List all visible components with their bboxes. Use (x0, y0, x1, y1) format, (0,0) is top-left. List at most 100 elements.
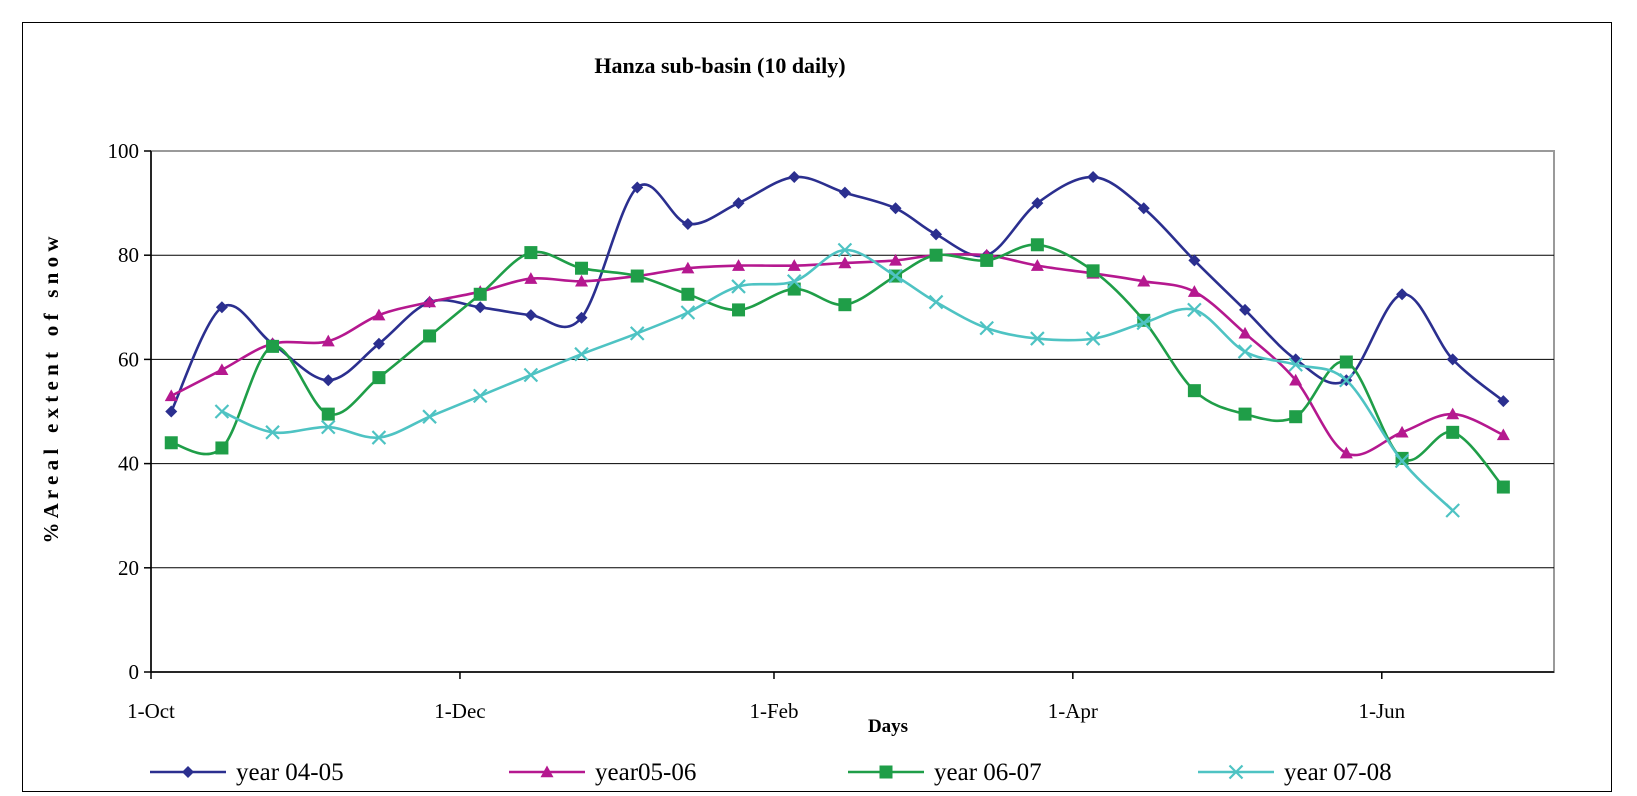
legend-item: year 06-07 (848, 759, 1042, 786)
data-point (423, 329, 437, 343)
data-point (888, 268, 903, 284)
data-point (1030, 331, 1045, 346)
data-point (787, 259, 801, 271)
data-point (322, 374, 335, 387)
y-tick-label: 60 (118, 347, 139, 371)
data-point (1187, 384, 1201, 398)
data-point (1446, 425, 1460, 439)
data-point (838, 256, 852, 269)
data-point (371, 430, 387, 445)
data-point (837, 242, 853, 258)
legend-label: year 06-07 (934, 759, 1042, 786)
data-point (838, 186, 851, 199)
data-point (732, 303, 746, 317)
x-tick-label: 1-Dec (434, 699, 485, 723)
data-point (1030, 238, 1044, 252)
data-point (731, 279, 746, 294)
data-point (574, 346, 589, 362)
data-point (215, 441, 229, 455)
data-point (1497, 395, 1510, 408)
data-point (1187, 285, 1201, 297)
data-point (928, 294, 944, 310)
data-point (930, 228, 943, 241)
legend-marker (879, 765, 893, 779)
data-point (1086, 264, 1100, 278)
data-point (164, 389, 178, 402)
data-point (215, 363, 229, 376)
data-point (681, 261, 695, 274)
data-point (629, 326, 645, 341)
y-tick-label: 20 (118, 556, 139, 580)
y-tick-label: 100 (108, 139, 140, 163)
data-point (372, 371, 386, 385)
data-point (630, 269, 644, 283)
data-point (1395, 425, 1409, 438)
data-point (1339, 355, 1353, 369)
data-point (1446, 353, 1459, 366)
data-point (165, 405, 178, 418)
data-point (786, 273, 802, 289)
x-tick-label: 1-Jun (1358, 699, 1405, 723)
data-point (575, 311, 588, 324)
data-point (1445, 503, 1460, 518)
data-point (1188, 254, 1201, 267)
data-point (1137, 274, 1151, 287)
data-point (680, 305, 696, 320)
data-point (1496, 480, 1510, 494)
x-axis-label: Days (868, 716, 908, 737)
data-point (372, 308, 386, 321)
y-axis-label: % A r e a l e x t e n t o f s n o w (39, 236, 63, 544)
data-point (474, 301, 487, 314)
data-point (266, 339, 280, 353)
data-point (1446, 407, 1460, 420)
data-point (1289, 410, 1303, 424)
data-point (1087, 171, 1100, 184)
data-point (524, 246, 538, 260)
data-point (1137, 202, 1150, 215)
data-point (523, 367, 539, 383)
data-point (1396, 288, 1409, 301)
legend-label: year 07-08 (1284, 759, 1392, 786)
data-point (320, 419, 336, 435)
data-point (372, 337, 385, 350)
data-point (681, 287, 695, 301)
x-tick-label: 1-Oct (127, 699, 175, 723)
data-point (979, 320, 994, 336)
data-point (1339, 446, 1353, 459)
data-point (929, 248, 943, 262)
data-point (575, 274, 589, 287)
data-point (215, 301, 228, 314)
y-tick-label: 0 (129, 660, 140, 684)
legend-marker (540, 765, 554, 778)
data-point (1031, 197, 1044, 210)
legend-label: year05-06 (595, 759, 696, 786)
data-point (732, 197, 745, 210)
data-point (838, 298, 852, 312)
legend-label: year 04-05 (236, 759, 344, 786)
legend-item: year 04-05 (150, 759, 344, 786)
y-tick-label: 40 (118, 452, 139, 476)
data-point (889, 202, 902, 215)
chart-title: Hanza sub-basin (10 daily) (594, 53, 845, 78)
data-point (1030, 259, 1044, 271)
data-point (732, 259, 746, 271)
data-point (472, 388, 488, 404)
plot-area (150, 150, 1555, 673)
data-point (214, 404, 230, 419)
data-point (788, 171, 801, 184)
data-point (1394, 453, 1410, 469)
data-point (524, 272, 538, 284)
data-point (980, 253, 994, 267)
data-point (321, 334, 335, 347)
data-point (1238, 407, 1252, 421)
data-point (265, 425, 280, 440)
data-point (1496, 428, 1510, 441)
data-point (889, 253, 903, 266)
legend-item: year 07-08 (1198, 759, 1392, 786)
data-point (423, 295, 437, 308)
data-point (1289, 373, 1303, 386)
data-point (1187, 302, 1202, 318)
data-point (1136, 315, 1152, 331)
data-point (422, 409, 437, 424)
